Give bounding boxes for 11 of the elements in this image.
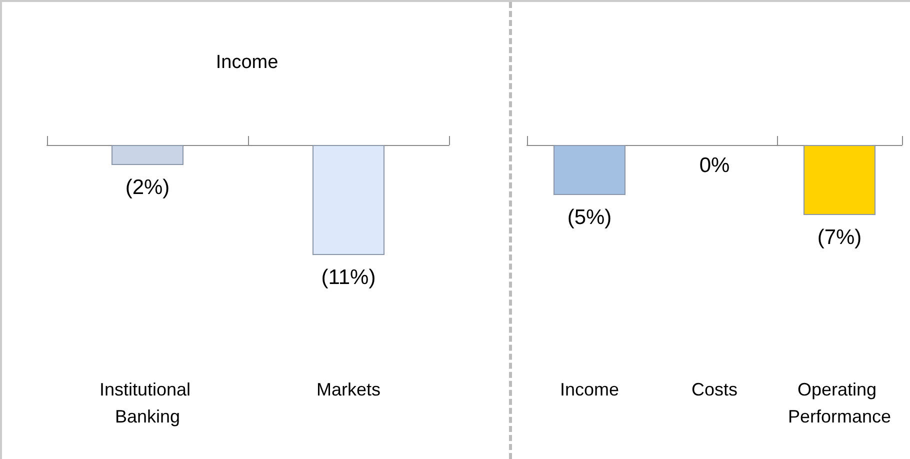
data-label: (11%) <box>321 266 376 289</box>
x-tick-label: Institutional Banking <box>99 380 196 426</box>
data-label: (5%) <box>567 206 612 229</box>
data-label: (7%) <box>817 226 862 249</box>
x-tick-label: Operating Performance <box>788 380 892 426</box>
chart-title: Income <box>216 52 278 73</box>
x-tick-label: Markets <box>316 380 381 400</box>
x-tick-label: Income <box>560 380 620 400</box>
x-tick-label: Costs <box>691 380 738 400</box>
data-label: 0% <box>699 154 730 177</box>
data-label: (2%) <box>125 176 170 199</box>
